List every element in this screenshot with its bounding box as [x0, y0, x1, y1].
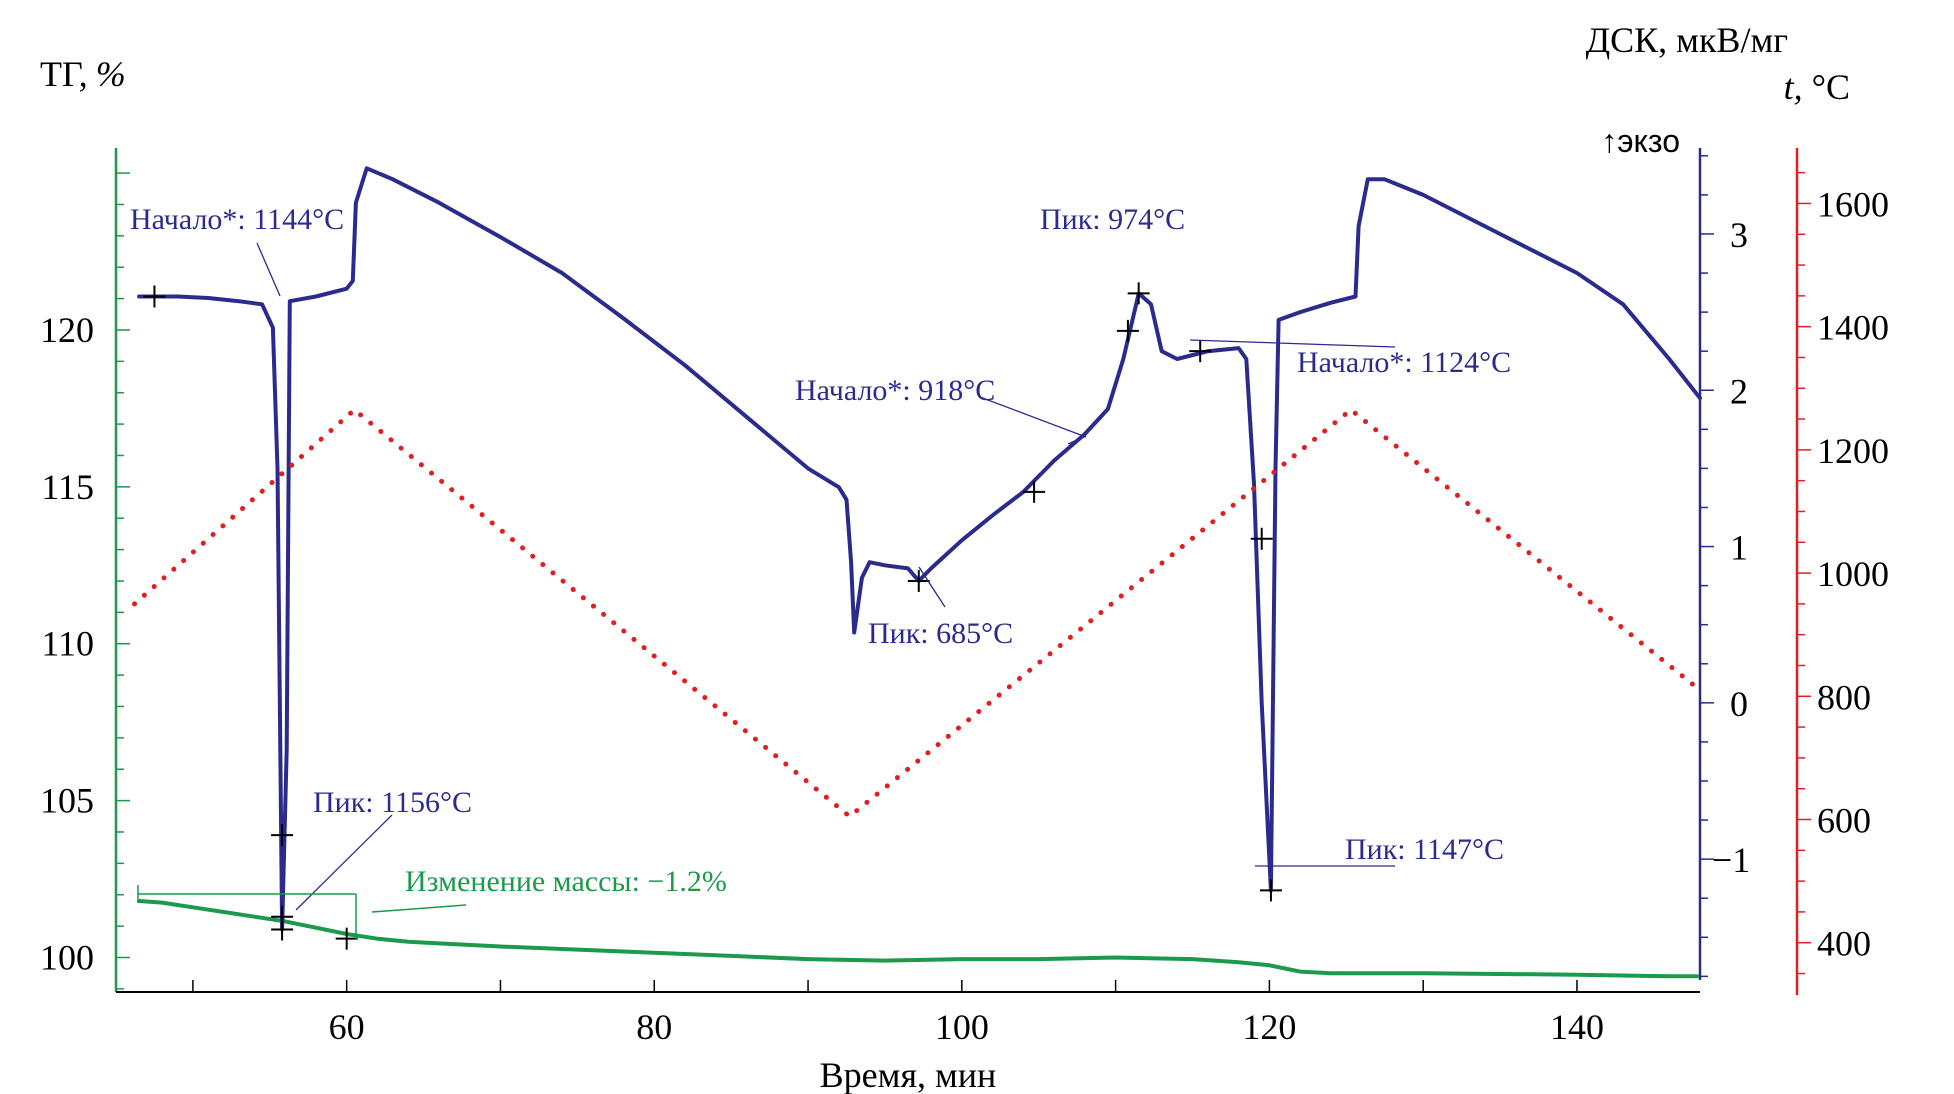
dsc-tick-label: −1	[1712, 840, 1750, 880]
x-axis-title: Время, мин	[820, 1055, 997, 1094]
tg-tick-label: 110	[41, 624, 94, 664]
temp-axis-title: t, °C	[1784, 67, 1850, 107]
temp-tick-label: 400	[1817, 924, 1871, 964]
x-tick-label: 120	[1242, 1007, 1296, 1047]
series-dsc-line	[137, 166, 1702, 932]
annotation-peak-1156: Пик: 1156°C	[313, 786, 472, 819]
tg-marker	[271, 824, 294, 847]
temp-tick-label: 1000	[1817, 554, 1889, 594]
dsc-marker	[1127, 282, 1150, 305]
dsc-axis-title: ДСК, мкВ/мг	[1586, 20, 1788, 60]
series-temperature-line	[132, 407, 1703, 819]
tg-tick-label: 105	[40, 781, 94, 821]
annotation-onset-1124: Начало*: 1124°C	[1297, 346, 1511, 379]
x-tick-label: 80	[636, 1007, 672, 1047]
tg-axis-title-unit: %	[96, 54, 126, 94]
temp-tick-label: 600	[1817, 801, 1871, 841]
dsc-marker	[143, 285, 166, 308]
temp-tick-label: 1600	[1817, 184, 1889, 224]
dsc-marker	[907, 569, 930, 592]
temp-axis-title-unit: °C	[1803, 67, 1850, 107]
dsc-marker	[1259, 879, 1282, 902]
tg-tick-label: 100	[40, 937, 94, 977]
dsc-marker	[1250, 527, 1273, 550]
ticks-layer: 60 80 100 120 140 100 105 110 115 120 −1 0 1 2 3 400 600…	[40, 155, 1889, 1047]
annotation-peak-974: Пик: 974°C	[1040, 203, 1185, 236]
dsc-tick-label: 2	[1730, 371, 1748, 411]
dsc-tick-label: 1	[1730, 528, 1748, 568]
exo-label: ↑экзо	[1601, 123, 1680, 159]
series-tg-line	[137, 899, 1699, 979]
dsc-marker	[1116, 319, 1139, 342]
dsc-marker	[1189, 340, 1212, 363]
tg-tick-label: 115	[41, 467, 94, 507]
tg-axis-title-main: ТГ,	[40, 54, 88, 94]
series-layer	[132, 166, 1703, 979]
tg-axis-title: ТГ,%	[40, 54, 126, 94]
dsc-tick-label: 0	[1730, 684, 1748, 724]
tg-tick-label: 120	[40, 310, 94, 350]
annotation-onset-918: Начало*: 918°C	[795, 374, 995, 407]
temp-axis-title-var: t,	[1784, 67, 1803, 107]
x-tick-label: 100	[935, 1007, 989, 1047]
temp-tick-label: 1200	[1817, 431, 1889, 471]
annotation-peak-1147: Пик: 1147°C	[1345, 833, 1504, 866]
x-tick-label: 140	[1550, 1007, 1604, 1047]
annotation-mass-change: Изменение массы: −1.2%	[405, 865, 727, 898]
annotation-peak-685: Пик: 685°C	[868, 617, 1013, 650]
x-tick-label: 60	[329, 1007, 365, 1047]
markers-layer	[143, 282, 1282, 950]
tg-marker	[335, 927, 358, 950]
temp-tick-label: 1400	[1817, 308, 1889, 348]
mass-change-bracket	[137, 885, 467, 940]
annotation-onset-1144: Начало*: 1144°C	[130, 203, 344, 236]
tg-marker	[271, 905, 294, 928]
annotation-leaders	[256, 242, 1396, 911]
temp-tick-label: 800	[1817, 677, 1871, 717]
dsc-tick-label: 3	[1730, 215, 1748, 255]
dsc-marker	[1023, 480, 1046, 503]
